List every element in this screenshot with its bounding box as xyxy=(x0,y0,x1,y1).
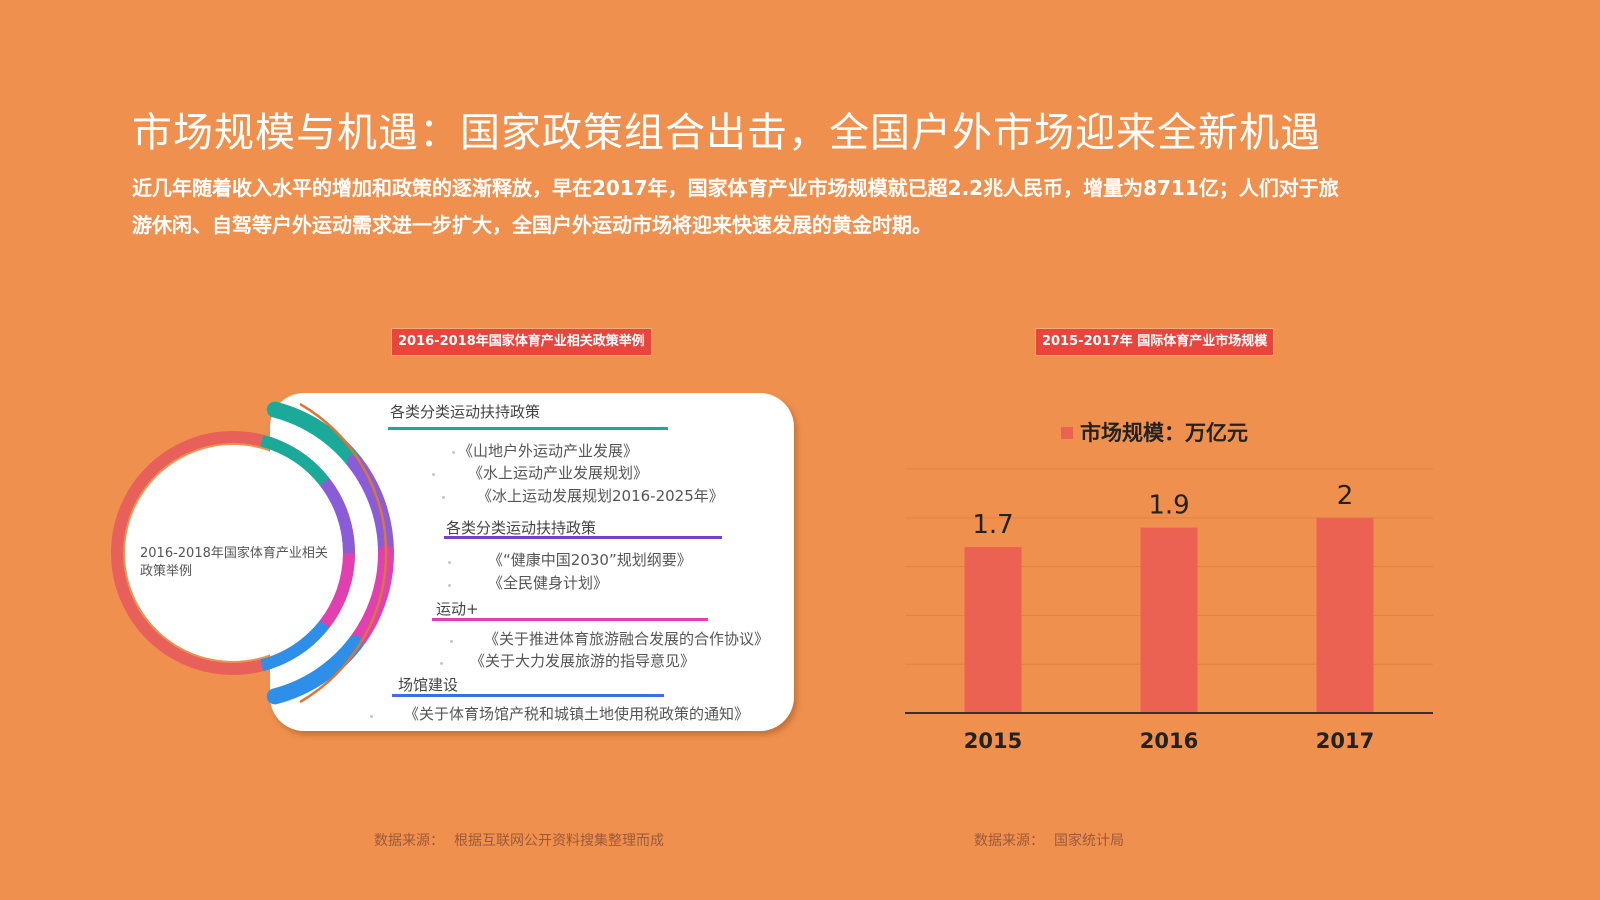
chart-bars: 1.7 2015 1.9 2016 2 2017 xyxy=(964,481,1374,753)
inner-ring-segments xyxy=(260,434,355,672)
policy-item: 《冰上运动发展规划2016-2025年》 xyxy=(477,487,724,505)
chart-legend: 市场规模：万亿元 xyxy=(1061,421,1248,445)
bar xyxy=(1140,527,1198,713)
policy-panel-tag: 2016-2018年国家体育产业相关政策举例 xyxy=(392,329,651,355)
policy-arc-band xyxy=(266,401,363,471)
data-label: 1.7 xyxy=(972,510,1013,540)
circle-label: 2016-2018年国家体育产业相关政策举例 xyxy=(140,546,328,579)
bullet xyxy=(432,473,435,476)
x-tick-label: 2015 xyxy=(964,729,1022,753)
policy-item: 《全民健身计划》 xyxy=(488,574,609,592)
bullet xyxy=(440,662,443,665)
bullet xyxy=(450,640,453,643)
legend-swatch xyxy=(1061,427,1073,439)
data-label: 1.9 xyxy=(1148,491,1189,521)
x-tick-label: 2017 xyxy=(1316,729,1374,753)
policy-category-4: 场馆建设 xyxy=(398,676,459,694)
policy-item: 《山地户外运动产业发展》 xyxy=(458,442,639,460)
policy-item: 《关于体育场馆产税和城镇土地使用税政策的通知》 xyxy=(404,705,750,723)
policy-category-2: 各类分类运动扶持政策 xyxy=(446,519,597,537)
policy-category-1: 各类分类运动扶持政策 xyxy=(390,403,541,421)
inner-ring-segment xyxy=(260,434,330,486)
source-value: 国家统计局 xyxy=(1054,833,1124,849)
left-source-note: 数据来源： 根据互联网公开资料搜集整理而成 xyxy=(374,830,664,850)
bullet xyxy=(442,496,445,499)
policy-arc-band xyxy=(266,635,363,705)
bullet xyxy=(448,561,451,564)
policy-item: 《关于大力发展旅游的指导意见》 xyxy=(470,652,696,670)
policy-item: 《关于推进体育旅游融合发展的合作协议》 xyxy=(484,630,770,648)
source-label: 数据来源： xyxy=(974,833,1044,849)
bracket-line xyxy=(299,402,388,704)
inner-ring-segment xyxy=(260,620,330,672)
data-label: 2 xyxy=(1337,481,1354,511)
inner-ring-segment xyxy=(319,552,355,628)
policy-arc-bands xyxy=(266,401,394,705)
source-value: 根据互联网公开资料搜集整理而成 xyxy=(454,833,664,849)
x-tick-label: 2016 xyxy=(1140,729,1198,753)
policy-category-3-underline xyxy=(432,618,708,621)
policy-card xyxy=(270,393,794,731)
right-source-note: 数据来源： 国家统计局 xyxy=(974,830,1124,850)
policy-item: 《“健康中国2030”规划纲要》 xyxy=(488,551,692,569)
circle-center xyxy=(125,445,341,661)
policy-category-1-underline xyxy=(388,427,668,430)
legend-label: 市场规模：万亿元 xyxy=(1080,421,1248,445)
policy-category-2-underline xyxy=(444,536,722,539)
policy-item: 《水上运动产业发展规划》 xyxy=(468,464,649,482)
market-panel-tag: 2015-2017年 国际体育产业市场规模 xyxy=(1036,329,1274,355)
intro-paragraph: 近几年随着收入水平的增加和政策的逐渐释放，早在2017年，国家体育产业市场规模就… xyxy=(132,176,1339,237)
bullet xyxy=(452,451,455,454)
bullet xyxy=(370,715,373,718)
page-title: 市场规模与机遇：国家政策组合出击，全国户外市场迎来全新机遇 xyxy=(132,110,1321,156)
bar xyxy=(1316,517,1374,713)
bullet xyxy=(448,584,451,587)
source-label: 数据来源： xyxy=(374,833,444,849)
policy-category-3: 运动+ xyxy=(436,600,479,618)
policy-category-4-underline xyxy=(392,694,664,697)
bar xyxy=(964,547,1022,713)
inner-ring-segment xyxy=(319,478,355,554)
